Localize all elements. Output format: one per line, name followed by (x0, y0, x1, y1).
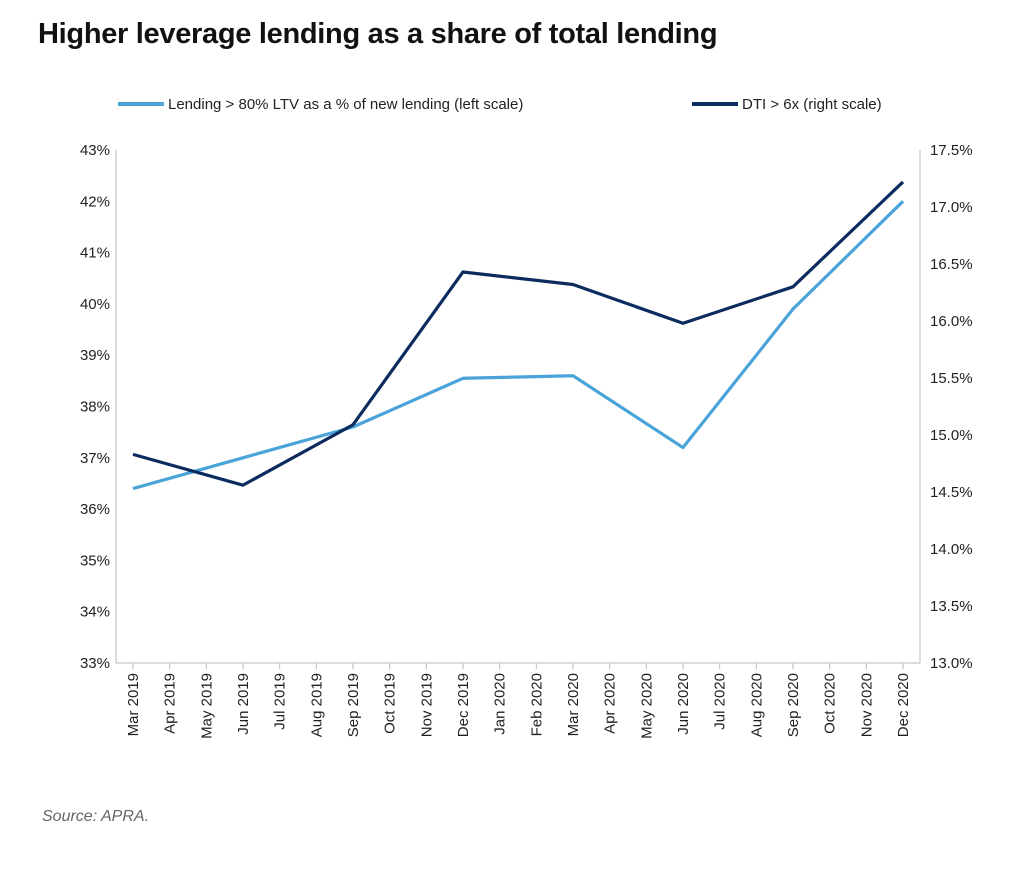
left-tick-label: 42% (80, 193, 110, 210)
left-tick-label: 38% (80, 399, 110, 416)
right-tick-label: 15.5% (930, 370, 973, 387)
right-tick-label: 14.0% (930, 541, 973, 558)
series-line-1 (132, 200, 905, 491)
left-tick-label: 34% (80, 604, 110, 621)
x-tick-label: Aug 2020 (748, 673, 765, 737)
x-tick-label: Nov 2020 (858, 673, 875, 737)
left-tick-label: 35% (80, 552, 110, 569)
x-tick-label: Mar 2019 (125, 673, 142, 736)
right-tick-label: 13.5% (930, 598, 973, 615)
x-tick-label: Dec 2020 (895, 673, 912, 737)
left-tick-label: 37% (80, 450, 110, 467)
x-tick-label: Feb 2020 (528, 673, 545, 736)
x-tick-label: Apr 2019 (162, 673, 179, 734)
left-tick-label: 33% (80, 655, 110, 672)
chart-title: Higher leverage lending as a share of to… (38, 18, 718, 50)
x-tick-label: Jul 2019 (272, 673, 289, 730)
x-tick-label: Oct 2019 (382, 673, 399, 734)
x-tick-label: Sep 2020 (785, 673, 802, 737)
right-tick-label: 16.0% (930, 313, 973, 330)
x-tick-label: Jun 2019 (235, 673, 252, 735)
right-tick-label: 17.5% (930, 142, 973, 159)
x-tick-label: Mar 2020 (565, 673, 582, 736)
x-tick-label: Dec 2019 (455, 673, 472, 737)
right-tick-label: 16.5% (930, 256, 973, 273)
left-tick-label: 40% (80, 296, 110, 313)
series-line-2 (132, 180, 905, 487)
x-tick-label: Jun 2020 (675, 673, 692, 735)
left-tick-label: 39% (80, 347, 110, 364)
legend-label-2: DTI > 6x (right scale) (742, 96, 882, 113)
x-tick-label: Apr 2020 (602, 673, 619, 734)
x-tick-label: May 2019 (198, 673, 215, 739)
source-note: Source: APRA. (42, 808, 150, 825)
x-tick-label: Nov 2019 (418, 673, 435, 737)
x-tick-label: Sep 2019 (345, 673, 362, 737)
x-tick-label: Oct 2020 (822, 673, 839, 734)
x-tick-label: May 2020 (638, 673, 655, 739)
right-tick-label: 14.5% (930, 484, 973, 501)
x-tick-label: Aug 2019 (308, 673, 325, 737)
left-tick-label: 36% (80, 501, 110, 518)
legend-label-1: Lending > 80% LTV as a % of new lending … (168, 96, 523, 113)
left-tick-label: 41% (80, 245, 110, 262)
right-tick-label: 15.0% (930, 427, 973, 444)
x-tick-label: Jan 2020 (492, 673, 509, 735)
left-tick-label: 43% (80, 142, 110, 159)
right-tick-label: 13.0% (930, 655, 973, 672)
right-tick-label: 17.0% (930, 199, 973, 216)
x-tick-label: Jul 2020 (712, 673, 729, 730)
